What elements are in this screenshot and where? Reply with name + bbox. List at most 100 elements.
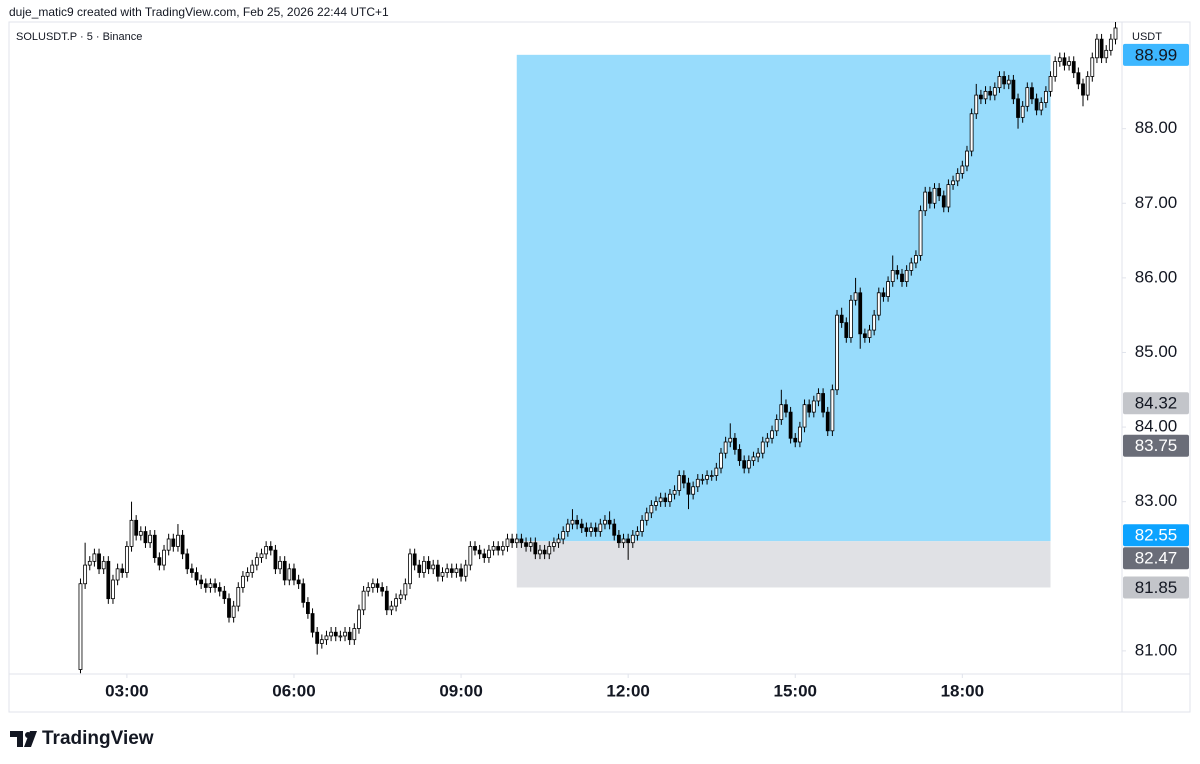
candle-body — [97, 553, 101, 570]
candle-body — [171, 538, 176, 547]
candle-body — [756, 452, 761, 458]
candle-body — [514, 538, 519, 544]
candle-body — [1048, 76, 1053, 92]
candle-body — [797, 426, 802, 443]
candle-body — [1113, 27, 1118, 40]
candle-body — [477, 549, 482, 555]
candle-body — [612, 523, 617, 536]
candle-body — [129, 519, 134, 547]
candle-body — [1099, 38, 1104, 59]
candle-body — [672, 490, 677, 495]
candle-body — [607, 519, 612, 525]
candle-body — [807, 404, 812, 413]
candle-body — [333, 631, 338, 637]
candle-body — [538, 549, 542, 555]
candle-body — [282, 560, 287, 581]
x-tick-label: 03:00 — [105, 681, 148, 700]
candle-body — [264, 546, 269, 555]
candle-body — [306, 601, 310, 614]
candle-body — [542, 549, 547, 555]
candle-body — [83, 564, 88, 585]
price-label-box — [1123, 43, 1189, 66]
candle-body — [398, 594, 403, 600]
brand-logo: TradingView — [10, 728, 154, 749]
candle-body — [250, 564, 255, 573]
candle-body — [157, 557, 162, 566]
candle-body — [394, 598, 398, 607]
candle-body — [788, 411, 793, 439]
candle-body — [111, 579, 115, 600]
x-tick-label: 12:00 — [606, 681, 649, 700]
candle-body — [449, 568, 454, 573]
credit-line: duje_matic9 created with TradingView.com… — [9, 5, 389, 19]
candle-body — [454, 568, 459, 573]
candle-body — [375, 583, 380, 588]
candle-body — [1043, 90, 1048, 103]
candle-body — [681, 475, 686, 484]
candle-body — [932, 187, 937, 204]
candle-body — [319, 639, 324, 644]
candle-body — [644, 512, 649, 521]
candle-body — [510, 538, 515, 544]
candle-body — [941, 195, 946, 208]
candle-body — [951, 180, 955, 186]
y-tick-label: 87.00 — [1135, 193, 1178, 212]
candle-body — [380, 587, 385, 592]
candle-body — [389, 605, 394, 611]
candle-body — [120, 568, 125, 573]
candle-body — [1034, 98, 1039, 111]
candle-body — [719, 452, 723, 469]
symbol-title: SOLUSDT.P · 5 · Binance — [16, 31, 142, 43]
candle-body — [858, 292, 863, 335]
candle-body — [621, 538, 626, 544]
price-label: 83.75 — [1135, 436, 1178, 455]
price-label: 88.99 — [1135, 45, 1178, 64]
candle-body — [366, 587, 371, 592]
candle-body — [1053, 61, 1058, 77]
candle-body — [222, 590, 227, 600]
candle-body — [979, 94, 983, 100]
candle-body — [1057, 57, 1062, 62]
price-label-box — [1123, 524, 1189, 547]
candle-body — [468, 546, 473, 566]
candle-body — [728, 437, 733, 443]
candle-body — [937, 187, 942, 197]
candle-body — [876, 292, 881, 316]
candle-body — [1030, 87, 1034, 100]
candle-body — [862, 333, 867, 338]
candle-body — [259, 553, 264, 559]
candle-body — [1071, 61, 1076, 74]
candle-body — [143, 531, 148, 544]
candle-body — [273, 549, 278, 570]
candle-body — [695, 478, 700, 488]
price-label-box — [1123, 576, 1189, 599]
candle-body — [742, 460, 747, 469]
candle-body — [487, 549, 491, 559]
candle-body — [180, 534, 185, 555]
candle-body — [575, 519, 580, 525]
candle-body — [1062, 57, 1067, 66]
candle-body — [983, 90, 988, 100]
candle-body — [626, 538, 631, 544]
candle-body — [213, 583, 217, 588]
candle-body — [185, 553, 190, 570]
candle-body — [691, 486, 696, 495]
brand-name: TradingView — [42, 728, 154, 749]
candle-body — [176, 534, 180, 547]
candle-body — [579, 523, 584, 529]
candle-body — [918, 210, 923, 256]
candle-body — [835, 314, 839, 391]
candle-body — [760, 441, 765, 454]
candle-body — [909, 262, 914, 271]
candle-body — [1011, 79, 1016, 100]
candle-body — [565, 523, 570, 532]
price-label-box — [1123, 434, 1189, 457]
price-label: 81.85 — [1135, 578, 1178, 597]
candle-body — [1067, 61, 1071, 66]
candle-body — [561, 531, 566, 540]
candle-body — [649, 505, 654, 514]
candle-body — [844, 322, 849, 338]
loss-zone — [516, 541, 1051, 588]
candle-body — [1006, 79, 1011, 85]
candle-body — [166, 538, 171, 551]
